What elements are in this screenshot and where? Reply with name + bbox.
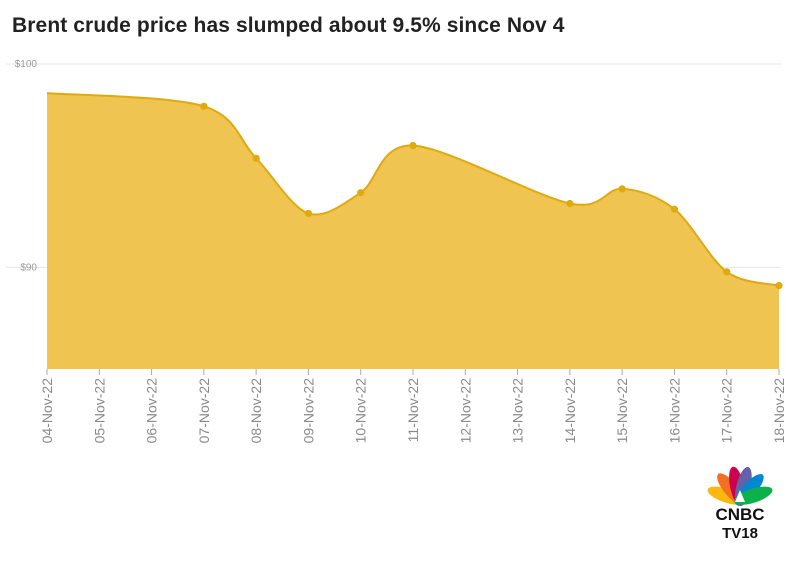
x-tick-label: 17-Nov-22 xyxy=(719,378,735,444)
x-tick-label: 05-Nov-22 xyxy=(91,378,107,444)
x-tick-label: 12-Nov-22 xyxy=(457,378,473,444)
data-point xyxy=(304,209,313,218)
x-tick-label: 10-Nov-22 xyxy=(353,378,369,444)
data-point xyxy=(200,102,208,110)
x-tick-label: 18-Nov-22 xyxy=(771,378,787,444)
data-point xyxy=(357,189,365,197)
chart-title: Brent crude price has slumped about 9.5%… xyxy=(12,14,565,37)
peacock-body xyxy=(735,490,745,502)
x-axis-ticks: 04-Nov-22 05-Nov-22 06-Nov-22 07-Nov-22 08-N… xyxy=(39,369,787,443)
x-tick-label: 15-Nov-22 xyxy=(614,378,630,444)
data-point xyxy=(670,205,679,213)
x-tick-label: 13-Nov-22 xyxy=(510,378,526,444)
data-points xyxy=(200,102,783,290)
data-point xyxy=(252,154,260,162)
y-tick-label: $100 xyxy=(15,59,38,70)
x-tick-label: 09-Nov-22 xyxy=(300,378,316,444)
x-tick-label: 08-Nov-22 xyxy=(248,378,264,444)
x-tick-label: 16-Nov-22 xyxy=(666,378,682,444)
logo-text-tv18: TV18 xyxy=(722,525,758,542)
data-point xyxy=(409,141,417,150)
data-point xyxy=(566,199,574,208)
x-tick-label: 07-Nov-22 xyxy=(196,378,212,444)
x-tick-label: 11-Nov-22 xyxy=(405,378,421,443)
data-point xyxy=(723,268,731,276)
y-tick-label: $90 xyxy=(20,262,37,273)
logo-text-cnbc: CNBC xyxy=(715,505,764,524)
x-tick-label: 14-Nov-22 xyxy=(562,378,578,444)
price-area xyxy=(47,93,779,369)
cnbc-tv18-logo: CNBC TV18 xyxy=(707,466,773,542)
x-tick-label: 06-Nov-22 xyxy=(144,378,160,444)
x-tick-label: 04-Nov-22 xyxy=(39,378,55,444)
y-axis-ticks: $90 $100 xyxy=(15,59,38,273)
data-point xyxy=(775,282,783,290)
data-point xyxy=(618,185,626,193)
